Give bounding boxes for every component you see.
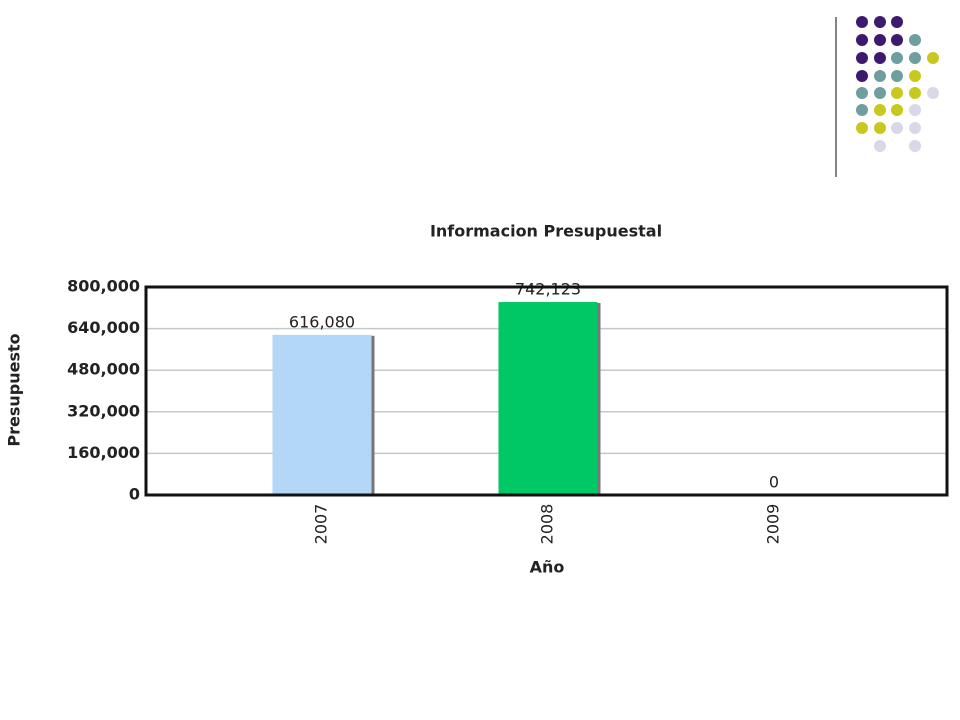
decoration	[835, 16, 939, 177]
y-tick-label: 320,000	[67, 401, 140, 420]
value-label: 616,080	[289, 312, 355, 331]
x-tick-label: 2008	[538, 504, 557, 545]
x-tick-label: 2007	[312, 504, 331, 545]
value-label: 742,123	[515, 280, 581, 299]
x-tick-label: 2009	[764, 504, 783, 545]
x-axis-label: Año	[530, 558, 565, 577]
y-tick-label: 640,000	[67, 318, 140, 337]
bar	[272, 334, 372, 495]
value-label: 0	[769, 473, 779, 492]
y-tick-label: 480,000	[67, 360, 140, 379]
chart-title: Informacion Presupuestal	[430, 222, 662, 241]
y-tick-label: 800,000	[67, 277, 140, 296]
bar	[498, 302, 598, 495]
y-tick-label: 160,000	[67, 443, 140, 462]
y-tick-label: 0	[129, 485, 140, 504]
bar-shadow	[370, 335, 375, 495]
plot-frame	[144, 285, 949, 497]
bar-shadow	[596, 303, 601, 495]
y-axis-label: Presupuesto	[5, 333, 24, 446]
